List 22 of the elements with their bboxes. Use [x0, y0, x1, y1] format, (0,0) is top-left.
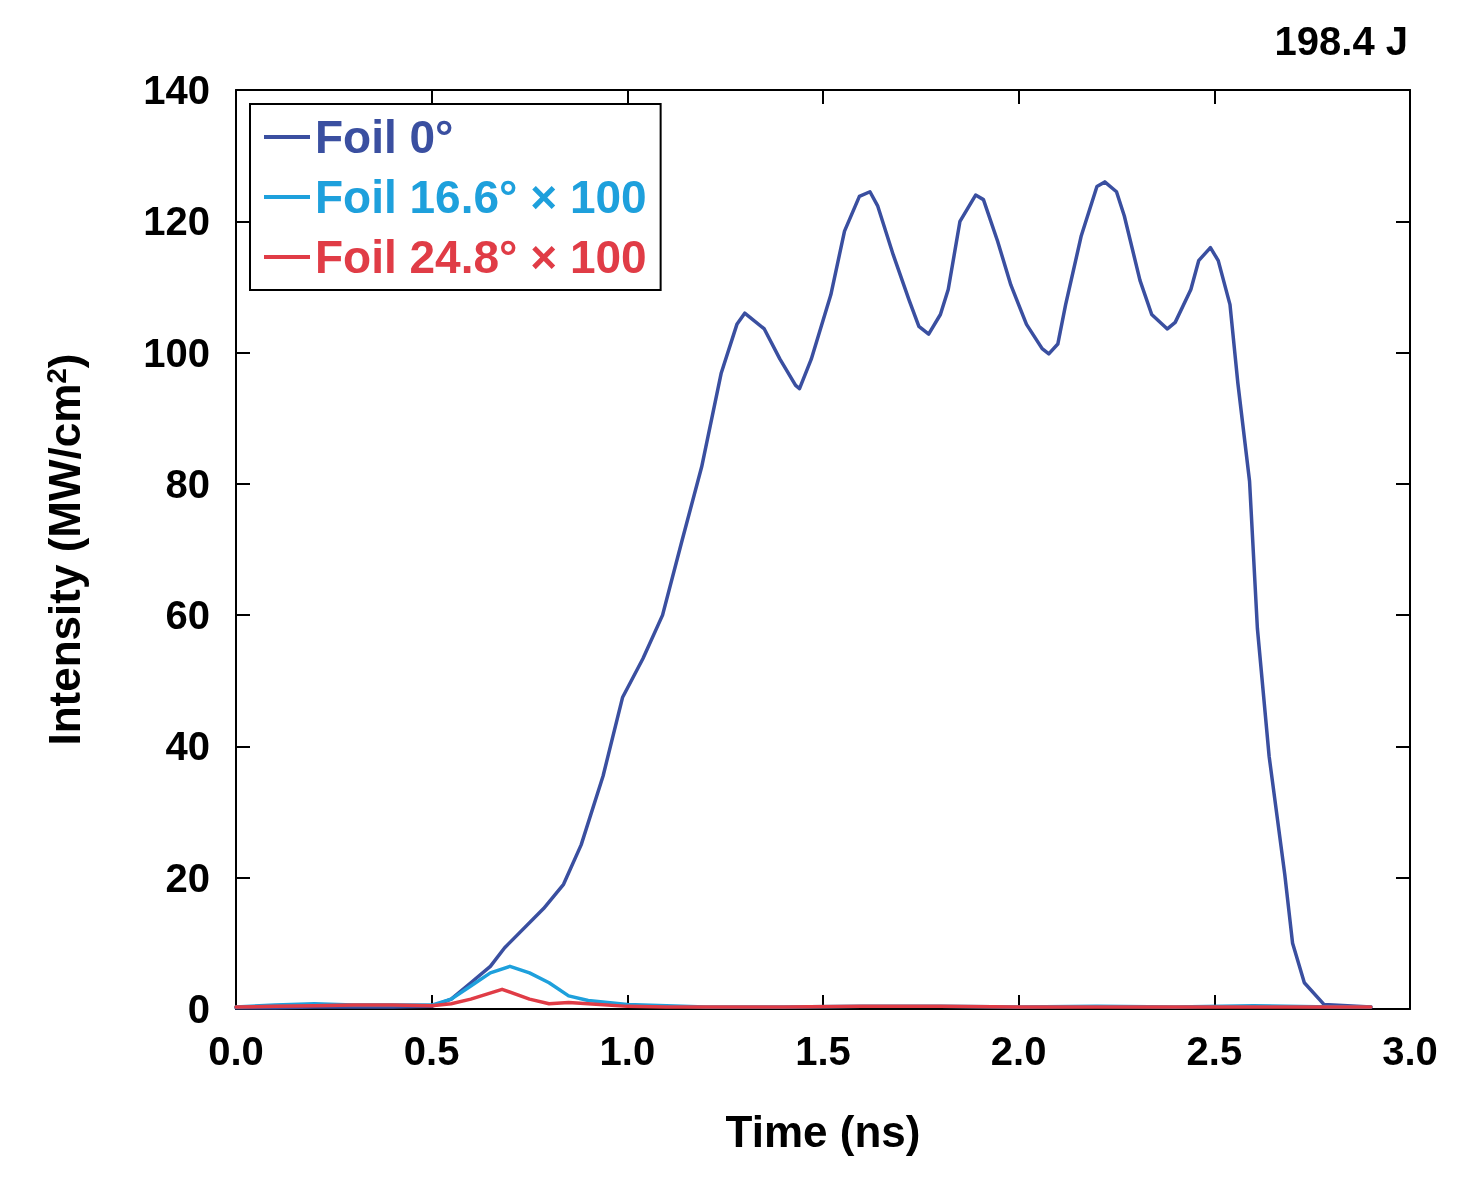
legend-label: Foil 16.6° × 100	[315, 171, 647, 223]
y-tick-label: 120	[143, 199, 210, 244]
x-tick-label: 2.5	[1186, 1029, 1243, 1073]
legend-label: Foil 0°	[315, 111, 454, 163]
x-tick-label: 3.0	[1382, 1029, 1438, 1073]
y-axis-title: Intensity (MW/cm2)	[39, 353, 89, 746]
x-axis-title: Time (ns)	[725, 1106, 921, 1156]
x-tick-label: 0.5	[403, 1029, 460, 1073]
y-tick-label: 40	[165, 724, 210, 769]
y-tick-label: 60	[165, 593, 210, 638]
legend-label: Foil 24.8° × 100	[315, 231, 647, 283]
text: 198.4 J	[1274, 19, 1409, 63]
x-tick-label: 2.0	[990, 1029, 1047, 1073]
y-tick-label: 140	[143, 68, 210, 112]
y-tick-label: 100	[143, 330, 210, 375]
y-tick-label: 80	[165, 461, 210, 506]
x-tick-label: 1.0	[599, 1029, 656, 1073]
y-tick-label: 0	[187, 987, 210, 1031]
line-series	[234, 987, 1373, 1009]
y-tick-label: 20	[165, 855, 210, 900]
x-tick-label: 1.5	[795, 1029, 851, 1073]
x-tick-label: 0.0	[208, 1029, 264, 1073]
